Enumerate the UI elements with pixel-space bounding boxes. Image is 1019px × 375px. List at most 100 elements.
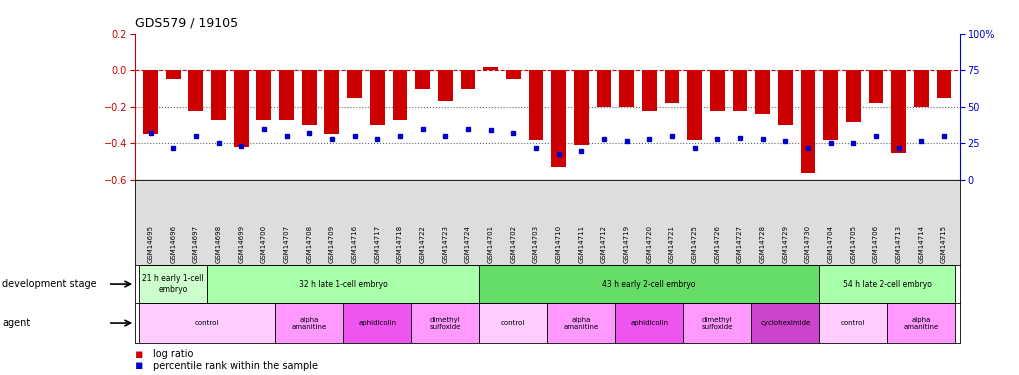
Text: percentile rank within the sample: percentile rank within the sample (153, 361, 318, 370)
Bar (346, 70, 362, 98)
Bar (732, 70, 747, 111)
Text: 21 h early 1-cell
embryo: 21 h early 1-cell embryo (143, 274, 204, 294)
Text: GSM14699: GSM14699 (238, 225, 244, 263)
Text: GSM14709: GSM14709 (328, 225, 334, 263)
Bar (256, 70, 271, 120)
Bar (891, 70, 905, 153)
Bar (233, 70, 249, 147)
Bar (279, 70, 293, 120)
Text: aphidicolin: aphidicolin (358, 320, 395, 326)
Bar (411, 303, 479, 343)
Text: 32 h late 1-cell embryo: 32 h late 1-cell embryo (299, 280, 387, 289)
Bar (528, 70, 543, 140)
Text: GSM14721: GSM14721 (668, 225, 675, 263)
Text: aphidicolin: aphidicolin (630, 320, 667, 326)
Bar (211, 70, 225, 120)
Text: GSM14727: GSM14727 (736, 225, 742, 263)
Text: dimethyl
sulfoxide: dimethyl sulfoxide (429, 316, 461, 330)
Text: agent: agent (2, 318, 31, 328)
Text: alpha
amanitine: alpha amanitine (564, 316, 598, 330)
Text: GSM14707: GSM14707 (283, 225, 289, 263)
Bar (641, 70, 656, 111)
Text: alpha
amanitine: alpha amanitine (903, 316, 937, 330)
Bar (139, 265, 207, 303)
Bar (550, 70, 566, 167)
Bar (437, 70, 452, 101)
Bar (143, 70, 158, 134)
Bar (342, 303, 411, 343)
Text: GSM14705: GSM14705 (850, 225, 855, 263)
Text: GSM14695: GSM14695 (148, 225, 153, 263)
Bar (139, 303, 275, 343)
Text: GSM14724: GSM14724 (465, 225, 471, 263)
Bar (324, 70, 339, 134)
Bar (614, 303, 683, 343)
Bar (302, 70, 316, 125)
Text: GSM14712: GSM14712 (600, 225, 606, 263)
Bar (505, 70, 520, 80)
Text: GSM14718: GSM14718 (396, 225, 403, 263)
Text: development stage: development stage (2, 279, 97, 289)
Bar (913, 70, 927, 107)
Text: GSM14716: GSM14716 (352, 225, 358, 263)
Text: 54 h late 2-cell embryo: 54 h late 2-cell embryo (842, 280, 930, 289)
Bar (460, 70, 475, 88)
Text: GSM14704: GSM14704 (826, 225, 833, 263)
Text: GSM14706: GSM14706 (872, 225, 878, 263)
Text: alpha
amanitine: alpha amanitine (291, 316, 326, 330)
Text: control: control (500, 320, 525, 326)
Text: GSM14708: GSM14708 (306, 225, 312, 263)
Text: GSM14726: GSM14726 (713, 225, 719, 263)
Bar (275, 303, 342, 343)
Bar (683, 303, 751, 343)
Text: control: control (195, 320, 219, 326)
Bar (754, 70, 769, 114)
Text: cycloheximide: cycloheximide (759, 320, 809, 326)
Bar (887, 303, 955, 343)
Bar (868, 70, 882, 103)
Text: GSM14728: GSM14728 (759, 225, 765, 263)
Bar (546, 303, 614, 343)
Bar (664, 70, 679, 103)
Text: GSM14711: GSM14711 (578, 225, 584, 263)
Text: control: control (841, 320, 864, 326)
Bar (479, 303, 546, 343)
Text: GSM14722: GSM14722 (419, 225, 425, 263)
Text: GSM14697: GSM14697 (193, 225, 199, 263)
Bar (415, 70, 429, 88)
Bar (574, 70, 588, 145)
Text: GSM14730: GSM14730 (804, 225, 810, 263)
Bar (619, 70, 634, 107)
Bar (483, 67, 497, 70)
Text: log ratio: log ratio (153, 350, 194, 359)
Bar (818, 303, 887, 343)
Text: GSM14715: GSM14715 (941, 225, 946, 263)
Bar (935, 70, 951, 98)
Text: GSM14703: GSM14703 (532, 225, 538, 263)
Text: GSM14713: GSM14713 (895, 225, 901, 263)
Text: GSM14723: GSM14723 (442, 225, 447, 263)
Text: GSM14719: GSM14719 (623, 225, 629, 263)
Text: ▪: ▪ (135, 359, 143, 372)
Text: GSM14720: GSM14720 (646, 225, 651, 263)
Text: GSM14696: GSM14696 (170, 225, 176, 263)
Bar (818, 265, 955, 303)
Bar (189, 70, 203, 111)
Text: GSM14698: GSM14698 (215, 225, 221, 263)
Text: GSM14710: GSM14710 (555, 225, 561, 263)
Bar (207, 265, 479, 303)
Text: 43 h early 2-cell embryo: 43 h early 2-cell embryo (602, 280, 695, 289)
Text: GSM14701: GSM14701 (487, 225, 493, 263)
Bar (392, 70, 407, 120)
Bar (845, 70, 860, 122)
Bar (687, 70, 701, 140)
Bar (800, 70, 814, 172)
Bar (370, 70, 384, 125)
Bar (709, 70, 723, 111)
Bar (751, 303, 818, 343)
Bar (479, 265, 818, 303)
Bar (596, 70, 610, 107)
Text: dimethyl
sulfoxide: dimethyl sulfoxide (701, 316, 733, 330)
Text: GSM14729: GSM14729 (782, 225, 788, 263)
Bar (822, 70, 838, 140)
